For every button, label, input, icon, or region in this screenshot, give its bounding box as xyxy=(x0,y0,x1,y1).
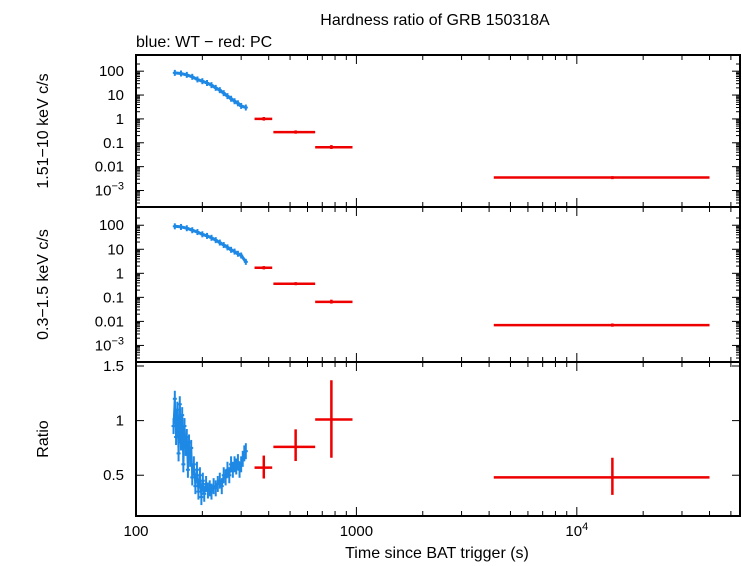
y-tick-label: 0.5 xyxy=(103,467,124,484)
chart-subtitle: blue: WT − red: PC xyxy=(136,34,272,51)
y-tick-label: 1.5 xyxy=(103,358,124,375)
y-axis-label-1: 1.51−10 keV c/s xyxy=(35,73,52,188)
wt-series-line xyxy=(174,224,248,263)
x-tick-label: 1000 xyxy=(340,523,373,540)
panel-frame-2 xyxy=(135,206,741,363)
y-tick-label: 10−3 xyxy=(95,181,124,200)
y-tick-label: 1 xyxy=(116,265,124,282)
y-tick-label: 0.1 xyxy=(103,289,124,306)
y-tick-label: 0.01 xyxy=(95,313,124,330)
y-tick-label: 100 xyxy=(99,217,124,234)
x-tick-label: 100 xyxy=(123,523,148,540)
y-axis-label-3: Ratio xyxy=(35,420,52,457)
y-tick-label: 0.01 xyxy=(95,159,124,176)
x-axis-label: Time since BAT trigger (s) xyxy=(345,545,529,562)
y-tick-label: 10−3 xyxy=(95,335,124,354)
x-tick-label: 104 xyxy=(565,521,588,540)
panel-frame-1 xyxy=(135,54,741,208)
y-tick-label: 10 xyxy=(107,87,124,104)
y-tick-label: 10 xyxy=(107,241,124,258)
y-tick-label: 1 xyxy=(116,413,124,430)
y-axis-label-2: 0.3−1.5 keV c/s xyxy=(35,229,52,340)
y-tick-label: 1 xyxy=(116,111,124,128)
panel-frame-3 xyxy=(135,361,741,517)
y-tick-label: 0.1 xyxy=(103,135,124,152)
chart-title: Hardness ratio of GRB 150318A xyxy=(320,12,550,29)
y-tick-label: 100 xyxy=(99,63,124,80)
